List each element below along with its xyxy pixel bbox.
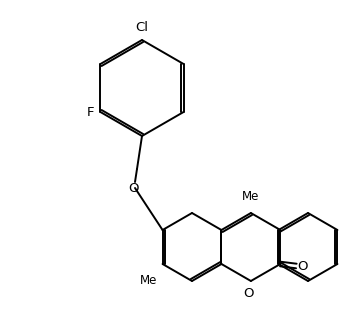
Text: O: O	[128, 183, 138, 196]
Text: O: O	[244, 287, 254, 300]
Text: O: O	[297, 259, 308, 273]
Text: F: F	[87, 106, 95, 119]
Text: Cl: Cl	[135, 21, 149, 34]
Text: Me: Me	[242, 190, 260, 203]
Text: Me: Me	[140, 274, 158, 287]
